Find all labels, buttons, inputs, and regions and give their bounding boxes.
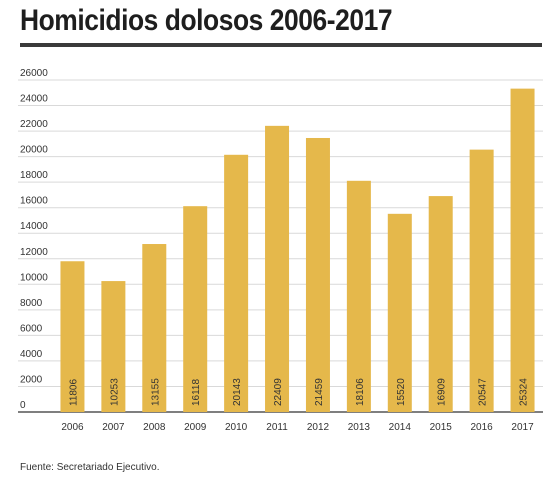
y-tick-label: 0 xyxy=(20,400,26,411)
bar-chart: 0 2000 4000 6000 8000 10000 12000 14000 16000 180… xyxy=(18,68,543,433)
y-tick-label: 10000 xyxy=(20,272,48,283)
y-tick-label: 26000 xyxy=(20,68,48,79)
bar-value-label: 11806 xyxy=(68,378,79,406)
bar xyxy=(224,154,249,413)
bar xyxy=(469,149,494,412)
bar-value-label: 20547 xyxy=(478,378,489,406)
x-tick-label: 2006 xyxy=(61,422,84,433)
bar-value-label: 18106 xyxy=(355,378,366,406)
x-tick-label: 2014 xyxy=(389,422,412,433)
bar xyxy=(265,125,290,412)
bar xyxy=(346,180,371,412)
bar xyxy=(510,88,535,412)
bar-value-label: 13155 xyxy=(150,378,161,406)
source-note: Fuente: Secretariado Ejecutivo. xyxy=(20,462,160,473)
x-tick-label: 2013 xyxy=(348,422,371,433)
y-tick-label: 2000 xyxy=(20,374,43,385)
y-tick-label: 22000 xyxy=(20,119,48,130)
bar-value-label: 21459 xyxy=(314,378,325,406)
bar-value-label: 22409 xyxy=(273,378,284,406)
x-tick-label: 2008 xyxy=(143,422,166,433)
chart-title: Homicidios dolosos 2006-2017 xyxy=(20,4,393,37)
bar-value-label: 25324 xyxy=(519,378,530,406)
bar-value-label: 10253 xyxy=(109,378,120,406)
bar-value-label: 20143 xyxy=(232,378,243,406)
bar-value-label: 16909 xyxy=(437,378,448,406)
x-tick-label: 2011 xyxy=(266,422,288,433)
x-tick-label: 2007 xyxy=(102,422,125,433)
bar-value-label: 15520 xyxy=(396,378,407,406)
bar xyxy=(142,244,167,412)
bar-value-label: 16118 xyxy=(191,378,202,406)
x-tick-label: 2010 xyxy=(225,422,248,433)
y-tick-label: 24000 xyxy=(20,94,48,105)
y-tick-label: 16000 xyxy=(20,196,48,207)
x-tick-label: 2009 xyxy=(184,422,207,433)
x-tick-label: 2017 xyxy=(511,422,534,433)
y-tick-label: 18000 xyxy=(20,170,48,181)
bar xyxy=(428,196,453,412)
y-tick-label: 20000 xyxy=(20,145,48,156)
bar xyxy=(183,206,208,412)
y-tick-label: 8000 xyxy=(20,298,43,309)
x-tick-label: 2015 xyxy=(430,422,453,433)
bar xyxy=(101,281,126,412)
y-tick-label: 14000 xyxy=(20,221,48,232)
y-tick-label: 12000 xyxy=(20,247,48,258)
y-tick-label: 6000 xyxy=(20,323,43,334)
bar xyxy=(60,261,85,412)
y-tick-label: 4000 xyxy=(20,349,43,360)
bar xyxy=(305,137,330,412)
x-tick-label: 2012 xyxy=(307,422,330,433)
bar xyxy=(387,213,412,412)
x-tick-label: 2016 xyxy=(471,422,494,433)
title-underline xyxy=(20,43,542,47)
